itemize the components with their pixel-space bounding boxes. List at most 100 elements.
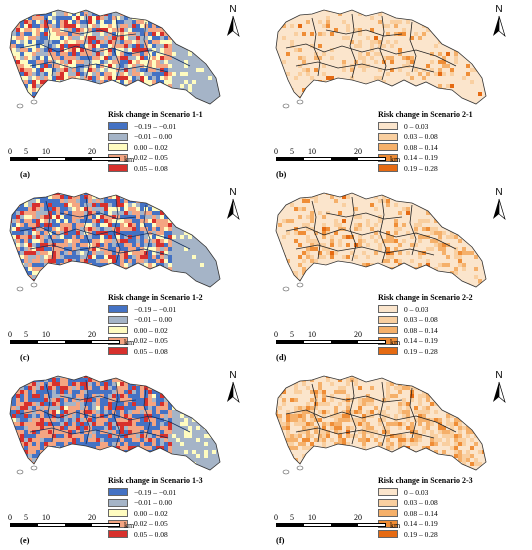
- north-label: N: [229, 370, 237, 381]
- legend-swatch: [108, 530, 128, 539]
- legend-item: 0.19 – 0.28: [378, 346, 473, 357]
- scale-bar: 0 5 10 20 km: [8, 513, 138, 533]
- panel-label: (a): [20, 169, 30, 179]
- panel-label: (c): [20, 352, 30, 362]
- scale-tick-label: 5: [24, 330, 28, 339]
- legend-swatch: [378, 530, 398, 539]
- legend-swatch: [378, 488, 398, 497]
- scale-tick-label: 10: [308, 330, 316, 339]
- district-boundary: [295, 61, 435, 73]
- risk-map: [275, 9, 487, 109]
- legend-range-label: 0.14 – 0.19: [404, 336, 438, 346]
- legend-swatch: [378, 164, 398, 173]
- legend-range-label: 0.02 – 0.05: [134, 519, 168, 529]
- legend-range-label: 0.08 – 0.14: [404, 325, 438, 335]
- legend-range-label: 0.19 – 0.28: [404, 346, 438, 356]
- north-label: N: [229, 4, 237, 15]
- legend-item: −0.01 – 0.00: [108, 315, 203, 326]
- scale-tick-label: 5: [290, 330, 294, 339]
- legend-item: 0.08 – 0.14: [378, 508, 473, 519]
- scale-unit: km: [390, 338, 401, 347]
- scale-tick-label: 5: [24, 147, 28, 156]
- island-outline: [296, 282, 304, 288]
- map-panel-f: N Risk change in Scenario 2-3 0 – 0.03 0.03…: [266, 366, 532, 549]
- scale-bar: 0 5 10 20 km: [274, 147, 404, 167]
- scale-bar-graphic: [10, 523, 120, 527]
- risk-grid-cells: [276, 10, 486, 104]
- panel-label: (d): [276, 352, 287, 362]
- risk-grid-cells: [276, 193, 486, 287]
- legend-title: Risk change in Scenario 2-3: [378, 476, 473, 485]
- legend-item: 0.05 – 0.08: [108, 163, 203, 174]
- legend-item: −0.19 – −0.01: [108, 304, 203, 315]
- scale-tick-label: 0: [8, 513, 12, 522]
- district-boundary: [83, 196, 91, 262]
- legend-range-label: 0.14 – 0.19: [404, 519, 438, 529]
- legend-swatch: [108, 315, 128, 324]
- legend-item: −0.01 – 0.00: [108, 498, 203, 509]
- north-label: N: [495, 187, 503, 198]
- scale-tick-label: 20: [88, 513, 96, 522]
- scale-bar-graphic: [276, 157, 386, 161]
- district-boundary: [19, 409, 191, 433]
- risk-map: [275, 192, 487, 292]
- island-outline: [30, 282, 38, 288]
- legend-swatch: [108, 347, 128, 356]
- map-outline: [275, 9, 487, 105]
- legend-range-label: 0 – 0.03: [404, 304, 429, 314]
- legend-item: 0.08 – 0.14: [378, 142, 473, 153]
- legend-swatch: [108, 122, 128, 131]
- legend-title: Risk change in Scenario 1-3: [108, 476, 203, 485]
- north-arrow-icon: [493, 15, 506, 38]
- island-outline: [282, 469, 290, 475]
- legend-range-label: 0.00 – 0.02: [134, 508, 168, 518]
- map-outline: [9, 192, 221, 288]
- district-boundary: [45, 17, 55, 77]
- district-boundary: [311, 17, 321, 77]
- legend-swatch: [108, 132, 128, 141]
- map-outline: [275, 192, 487, 288]
- legend-range-label: 0.08 – 0.14: [404, 142, 438, 152]
- map-panel-d: N Risk change in Scenario 2-2 0 – 0.03 0.03…: [266, 183, 532, 366]
- legend-title: Risk change in Scenario 2-1: [378, 110, 473, 119]
- legend: Risk change in Scenario 2-1 0 – 0.03 0.03 …: [378, 110, 473, 174]
- legend-item: 0.00 – 0.02: [108, 142, 203, 153]
- legend-swatch: [108, 498, 128, 507]
- legend-item: 0.00 – 0.02: [108, 508, 203, 519]
- district-boundary: [59, 212, 137, 220]
- north-arrow-icon: [493, 381, 506, 404]
- district-boundary: [311, 200, 321, 260]
- legend-range-label: 0.19 – 0.28: [404, 163, 438, 173]
- legend-swatch: [378, 347, 398, 356]
- legend-item: 0.03 – 0.08: [378, 132, 473, 143]
- scale-tick-label: 0: [8, 147, 12, 156]
- risk-map: [9, 375, 221, 475]
- island-outline: [16, 286, 24, 292]
- legend-range-label: 0.05 – 0.08: [134, 163, 168, 173]
- legend-swatch: [378, 315, 398, 324]
- legend-range-label: −0.19 – −0.01: [134, 304, 177, 314]
- district-boundary: [295, 244, 435, 256]
- legend-item: −0.19 – −0.01: [108, 121, 203, 132]
- legend-item: 0.08 – 0.14: [378, 325, 473, 336]
- north-arrow: N: [488, 187, 510, 223]
- legend-range-label: 0 – 0.03: [404, 487, 429, 497]
- island-outline: [296, 99, 304, 105]
- legend: Risk change in Scenario 2-2 0 – 0.03 0.03 …: [378, 293, 473, 357]
- district-boundary: [285, 43, 457, 67]
- risk-grid-cells: [10, 376, 220, 470]
- island-outline: [30, 465, 38, 471]
- map-outline: [9, 9, 221, 105]
- legend-swatch: [378, 132, 398, 141]
- district-boundary: [349, 196, 357, 262]
- scale-tick-label: 5: [290, 513, 294, 522]
- scale-bar-graphic: [276, 523, 386, 527]
- north-arrow: N: [222, 370, 244, 406]
- panel-label: (e): [20, 535, 30, 545]
- district-boundary: [45, 200, 55, 260]
- legend-item: 0 – 0.03: [378, 121, 473, 132]
- legend-range-label: 0.08 – 0.14: [404, 508, 438, 518]
- legend-swatch: [108, 326, 128, 335]
- risk-map: [9, 192, 221, 292]
- risk-grid-cells: [10, 10, 220, 104]
